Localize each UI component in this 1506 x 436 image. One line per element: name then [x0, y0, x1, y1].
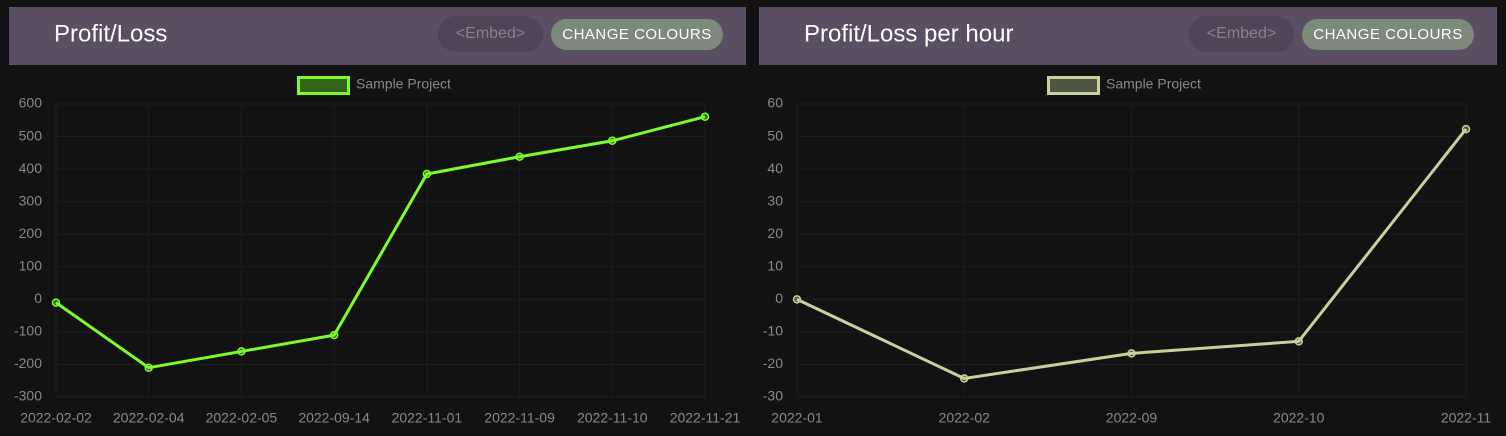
y-tick-label: -100 — [14, 323, 42, 339]
point — [1461, 124, 1471, 134]
y-tick-label: -10 — [763, 323, 783, 339]
y-tick-label: -200 — [14, 355, 42, 371]
y-tick-label: 400 — [19, 160, 43, 176]
line — [796, 128, 1468, 380]
y-tick-label: 0 — [34, 290, 42, 306]
x-tick-label: 2022-02 — [939, 410, 991, 426]
point — [144, 363, 153, 372]
y-tick-label: 500 — [19, 127, 43, 143]
x-tick-label: 2022-11-10 — [577, 410, 648, 426]
x-tick-label: 2022-01 — [771, 410, 823, 426]
change-colours-label: CHANGE COLOURS — [1313, 26, 1463, 43]
x-tick-label: 2022-09-14 — [298, 410, 370, 426]
y-tick-label: 10 — [767, 257, 783, 273]
x-tick-label: 2022-11-09 — [484, 410, 555, 426]
x-tick-label: 2022-02-05 — [206, 410, 278, 426]
y-tick-label: 50 — [767, 127, 783, 143]
x-tick-label: 2022-10 — [1273, 410, 1325, 426]
point — [1294, 337, 1303, 346]
chart-title: Profit/Loss per hour — [804, 20, 1013, 47]
x-tick-label: 2022-11-01 — [392, 410, 463, 426]
change-colours-button[interactable] — [551, 19, 723, 50]
y-tick-label: 600 — [19, 95, 43, 111]
x-tick-label: 2022-11-21 — [670, 410, 741, 426]
chart-title: Profit/Loss — [54, 20, 167, 47]
y-tick-label: -20 — [763, 355, 783, 371]
point — [1127, 349, 1136, 358]
point — [960, 374, 969, 383]
embed-label: <Embed> — [1207, 25, 1276, 42]
y-tick-label: 200 — [19, 225, 43, 241]
point — [515, 152, 524, 161]
y-tick-label: 300 — [19, 192, 43, 208]
legend-label: Sample Project — [356, 76, 451, 92]
change-colours-label: CHANGE COLOURS — [562, 26, 712, 43]
legend-label: Sample Project — [1106, 76, 1201, 92]
legend-swatch — [297, 76, 350, 95]
y-tick-label: 100 — [19, 257, 43, 273]
y-tick-label: -300 — [14, 388, 42, 404]
point — [329, 330, 339, 340]
change-colours-button[interactable] — [1302, 19, 1474, 50]
embed-label: <Embed> — [456, 25, 525, 42]
x-tick-label: 2022-02-04 — [113, 410, 185, 426]
y-tick-label: 40 — [767, 160, 783, 176]
x-tick-label: 2022-11 — [1441, 410, 1492, 426]
embed-button[interactable] — [1189, 16, 1294, 52]
point — [792, 295, 802, 304]
x-tick-label: 2022-09 — [1106, 410, 1158, 426]
point — [51, 298, 61, 307]
legend-swatch — [1047, 76, 1100, 95]
embed-button[interactable] — [438, 16, 543, 52]
y-tick-label: 0 — [775, 290, 783, 306]
point — [608, 136, 617, 146]
y-tick-label: 20 — [767, 225, 783, 241]
y-tick-label: 30 — [767, 192, 783, 208]
x-tick-label: 2022-02-02 — [20, 410, 92, 426]
line — [55, 115, 706, 370]
point — [700, 112, 710, 121]
y-tick-label: 60 — [767, 95, 783, 111]
point — [422, 169, 432, 179]
y-tick-label: -30 — [763, 388, 783, 404]
point — [237, 347, 246, 356]
